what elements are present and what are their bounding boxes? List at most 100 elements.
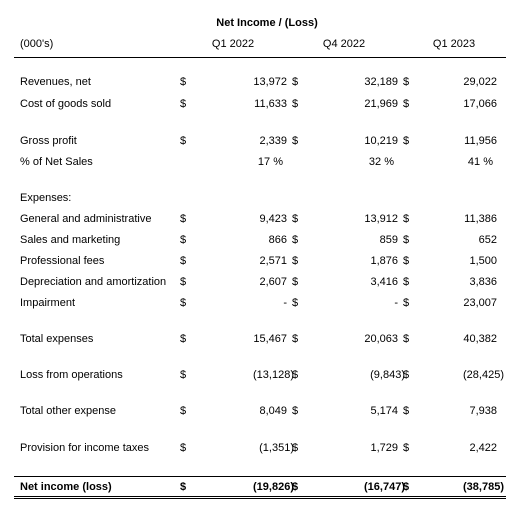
currency-sign: $	[180, 213, 187, 225]
currency-sign: $	[403, 297, 410, 309]
double-rule	[14, 498, 506, 499]
amount: 5,174	[370, 405, 398, 417]
currency-sign: $	[180, 481, 187, 493]
currency-sign: $	[180, 234, 187, 246]
amount: (9,843)	[370, 369, 405, 381]
double-rule	[14, 496, 506, 497]
currency-sign: $	[292, 76, 299, 88]
currency-sign: $	[180, 405, 187, 417]
currency-sign: $	[292, 98, 299, 110]
row-label: Revenues, net	[20, 76, 91, 88]
currency-sign: $	[292, 333, 299, 345]
row-label: Cost of goods sold	[20, 98, 112, 110]
amount: (28,425)	[463, 369, 504, 381]
currency-sign: $	[292, 405, 299, 417]
period-header: Q1 2022	[211, 38, 255, 50]
currency-sign: $	[403, 405, 410, 417]
currency-sign: $	[180, 276, 187, 288]
row-label: Net income (loss)	[20, 481, 112, 493]
amount: 13,912	[364, 213, 398, 225]
amount: 32,189	[364, 76, 398, 88]
row-label: General and administrative	[20, 213, 152, 225]
amount: 15,467	[253, 333, 287, 345]
row-label: Professional fees	[20, 255, 105, 267]
amount: 32 %	[368, 156, 394, 168]
currency-sign: $	[292, 276, 299, 288]
currency-sign: $	[292, 481, 299, 493]
amount: 8,049	[259, 405, 287, 417]
amount: 7,938	[469, 405, 497, 417]
currency-sign: $	[292, 234, 299, 246]
row-label: Total other expense	[20, 405, 117, 417]
amount: 2,571	[259, 255, 287, 267]
currency-sign: $	[403, 98, 410, 110]
amount: 20,063	[364, 333, 398, 345]
amount: 3,836	[469, 276, 497, 288]
currency-sign: $	[403, 333, 410, 345]
amount: 21,969	[364, 98, 398, 110]
amount: 3,416	[370, 276, 398, 288]
currency-sign: $	[180, 442, 187, 454]
amount: 9,423	[259, 213, 287, 225]
amount: 2,607	[259, 276, 287, 288]
currency-sign: $	[292, 213, 299, 225]
currency-sign: $	[403, 255, 410, 267]
amount: 2,422	[469, 442, 497, 454]
amount: (1,351)	[259, 442, 294, 454]
amount: 1,876	[370, 255, 398, 267]
currency-sign: $	[403, 369, 410, 381]
row-label: Sales and marketing	[20, 234, 121, 246]
amount: 652	[478, 234, 497, 246]
table-title: Net Income / (Loss)	[216, 17, 318, 29]
amount: 859	[379, 234, 398, 246]
amount: 23,007	[463, 297, 497, 309]
total-rule	[14, 476, 506, 477]
currency-sign: $	[292, 297, 299, 309]
amount: (38,785)	[463, 481, 504, 493]
units-header: (000's)	[20, 38, 54, 50]
currency-sign: $	[180, 297, 187, 309]
period-header: Q4 2022	[322, 38, 366, 50]
amount: 11,633	[254, 98, 287, 110]
currency-sign: $	[403, 276, 410, 288]
row-label: Provision for income taxes	[20, 442, 149, 454]
row-label: Loss from operations	[20, 369, 123, 381]
amount: 17 %	[257, 156, 283, 168]
amount: 10,219	[364, 135, 398, 147]
header-rule	[14, 57, 506, 58]
currency-sign: $	[292, 255, 299, 267]
currency-sign: $	[403, 442, 410, 454]
amount: 40,382	[463, 333, 497, 345]
currency-sign: $	[180, 135, 187, 147]
currency-sign: $	[180, 98, 187, 110]
amount: 1,729	[370, 442, 398, 454]
amount: 41 %	[467, 156, 493, 168]
currency-sign: $	[403, 135, 410, 147]
period-header: Q1 2023	[432, 38, 476, 50]
currency-sign: $	[180, 76, 187, 88]
row-label: Depreciation and amortization	[20, 276, 167, 288]
amount: -	[283, 297, 287, 309]
currency-sign: $	[180, 333, 187, 345]
amount: -	[394, 297, 398, 309]
row-label: Gross profit	[20, 135, 77, 147]
row-label: % of Net Sales	[20, 156, 93, 168]
amount: 11,386	[464, 213, 497, 225]
currency-sign: $	[403, 234, 410, 246]
amount: 29,022	[463, 76, 497, 88]
amount: 13,972	[253, 76, 287, 88]
amount: 1,500	[469, 255, 497, 267]
amount: (13,128)	[253, 369, 294, 381]
row-label: Expenses:	[20, 192, 72, 204]
amount: 2,339	[259, 135, 287, 147]
currency-sign: $	[403, 76, 410, 88]
currency-sign: $	[180, 369, 187, 381]
currency-sign: $	[403, 481, 410, 493]
amount: (16,747)	[364, 481, 405, 493]
amount: 866	[268, 234, 287, 246]
amount: 11,956	[464, 135, 497, 147]
currency-sign: $	[292, 369, 299, 381]
currency-sign: $	[292, 135, 299, 147]
row-label: Impairment	[20, 297, 76, 309]
